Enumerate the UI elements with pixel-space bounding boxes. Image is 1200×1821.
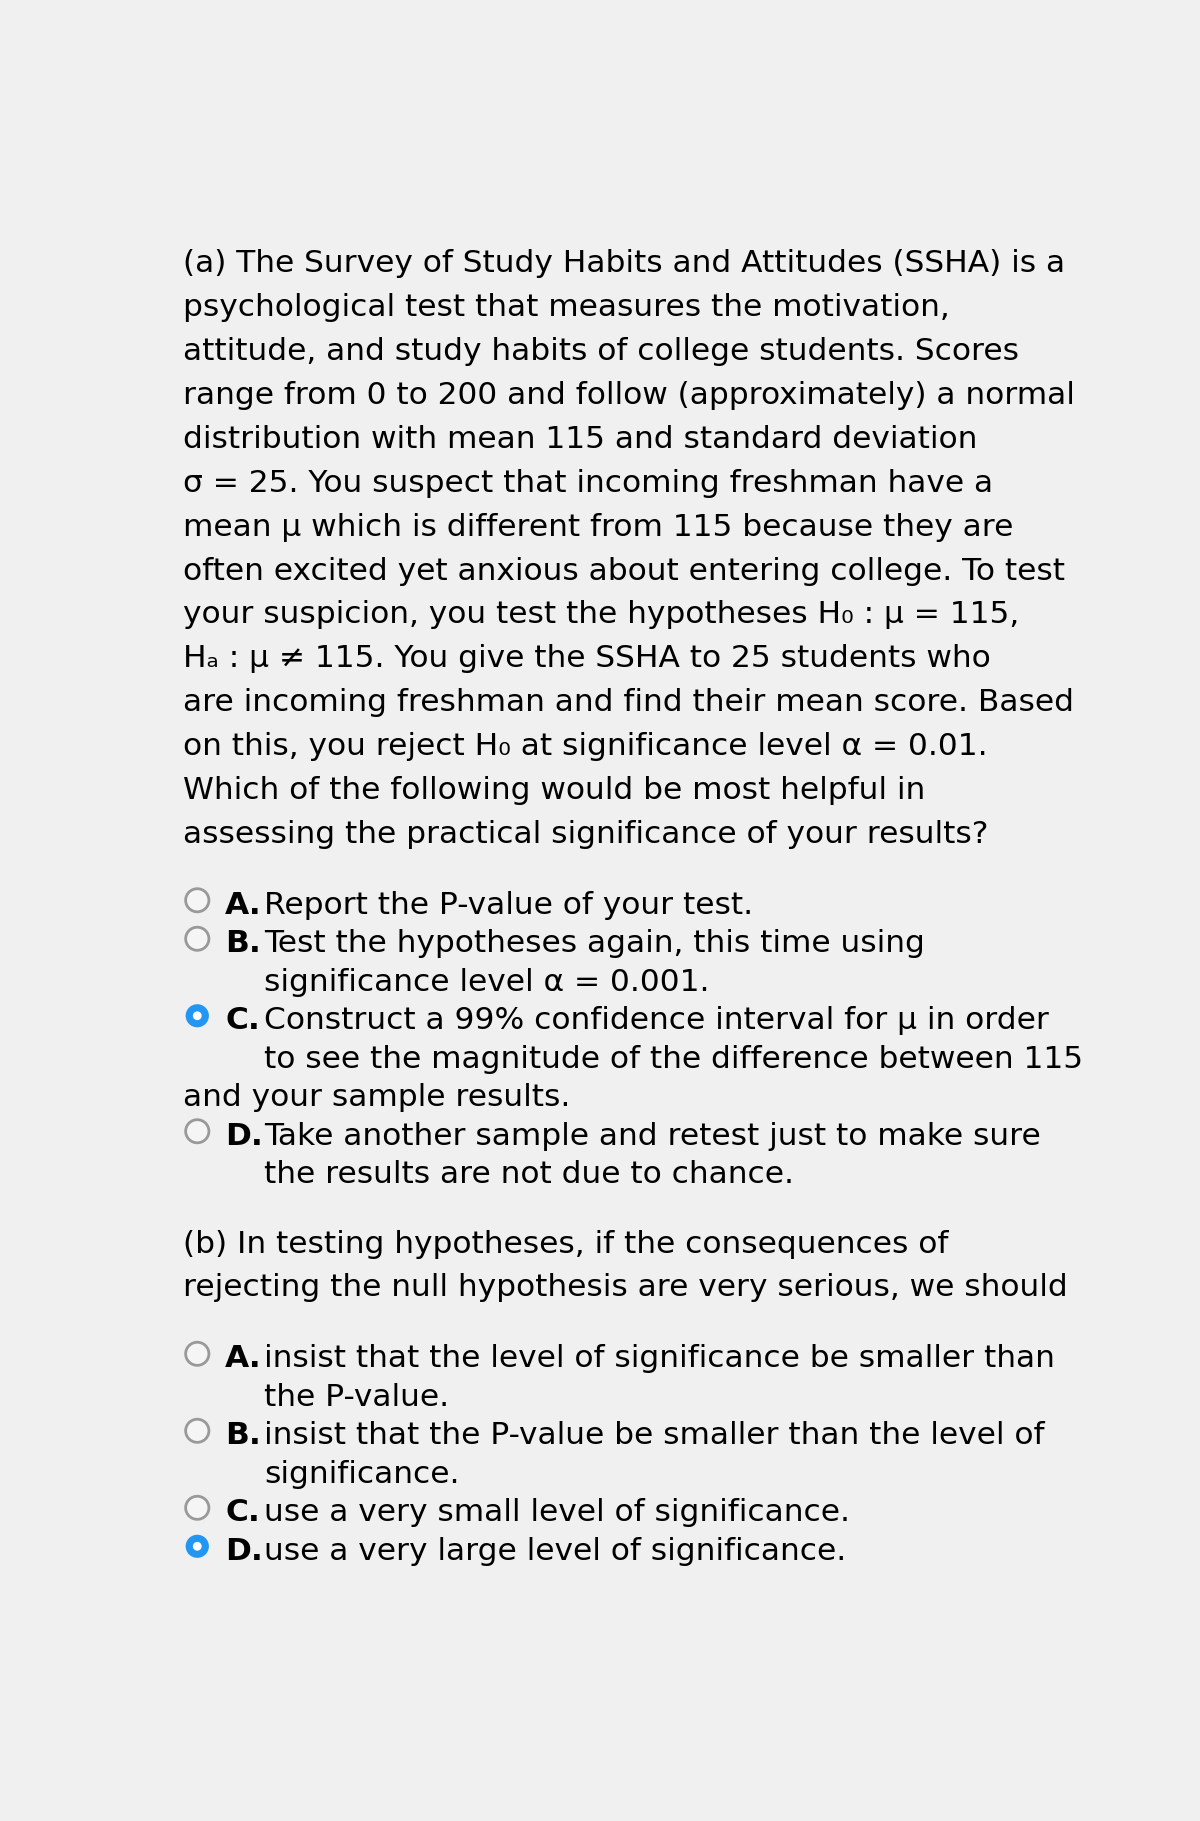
Text: and your sample results.: and your sample results. [182,1083,570,1113]
Text: distribution with mean 115 and standard deviation: distribution with mean 115 and standard … [182,424,977,453]
Text: range from 0 to 200 and follow (approximately) a normal: range from 0 to 200 and follow (approxim… [182,381,1074,410]
Text: rejecting the null hypothesis are very serious, we should: rejecting the null hypothesis are very s… [182,1273,1067,1302]
Circle shape [193,1542,202,1551]
Text: insist that the P-value be smaller than the level of: insist that the P-value be smaller than … [264,1420,1044,1450]
Circle shape [186,1120,209,1144]
Text: significance.: significance. [264,1460,460,1490]
Circle shape [186,1535,209,1557]
Text: psychological test that measures the motivation,: psychological test that measures the mot… [182,293,949,322]
Circle shape [186,1342,209,1366]
Text: Report the P-value of your test.: Report the P-value of your test. [264,890,754,920]
Text: A.: A. [226,1344,262,1373]
Text: use a very small level of significance.: use a very small level of significance. [264,1499,850,1528]
Text: σ = 25. You suspect that incoming freshman have a: σ = 25. You suspect that incoming freshm… [182,468,992,497]
Circle shape [186,1003,209,1027]
Circle shape [186,927,209,951]
Text: B.: B. [226,1420,262,1450]
Circle shape [193,1011,202,1020]
Text: the results are not due to chance.: the results are not due to chance. [264,1160,794,1189]
Text: D.: D. [226,1537,263,1566]
Text: (b) In testing hypotheses, if the consequences of: (b) In testing hypotheses, if the conseq… [182,1229,948,1258]
Text: often excited yet anxious about entering college. To test: often excited yet anxious about entering… [182,557,1064,586]
Text: attitude, and study habits of college students. Scores: attitude, and study habits of college st… [182,337,1019,366]
Text: Hₐ : μ ≠ 115. You give the SSHA to 25 students who: Hₐ : μ ≠ 115. You give the SSHA to 25 st… [182,645,990,674]
Text: Construct a 99% confidence interval for μ in order: Construct a 99% confidence interval for … [264,1007,1049,1034]
Circle shape [186,1419,209,1442]
Text: Test the hypotheses again, this time using: Test the hypotheses again, this time usi… [264,929,925,958]
Text: (a) The Survey of Study Habits and Attitudes (SSHA) is a: (a) The Survey of Study Habits and Attit… [182,249,1064,279]
Text: assessing the practical significance of your results?: assessing the practical significance of … [182,819,988,849]
Text: Which of the following would be most helpful in: Which of the following would be most hel… [182,776,925,805]
Text: insist that the level of significance be smaller than: insist that the level of significance be… [264,1344,1055,1373]
Text: the P-value.: the P-value. [264,1382,449,1411]
Text: use a very large level of significance.: use a very large level of significance. [264,1537,846,1566]
Text: to see the magnitude of the difference between 115: to see the magnitude of the difference b… [264,1045,1084,1074]
Text: Take another sample and retest just to make sure: Take another sample and retest just to m… [264,1122,1040,1151]
Circle shape [186,889,209,912]
Text: are incoming freshman and find their mean score. Based: are incoming freshman and find their mea… [182,688,1074,717]
Text: D.: D. [226,1122,263,1151]
Text: significance level α = 0.001.: significance level α = 0.001. [264,967,709,996]
Text: your suspicion, you test the hypotheses H₀ : μ = 115,: your suspicion, you test the hypotheses … [182,601,1019,630]
Text: mean μ which is different from 115 because they are: mean μ which is different from 115 becau… [182,514,1013,541]
Circle shape [186,1497,209,1519]
Text: on this, you reject H₀ at significance level α = 0.01.: on this, you reject H₀ at significance l… [182,732,988,761]
Text: A.: A. [226,890,262,920]
Text: C.: C. [226,1007,260,1034]
Text: B.: B. [226,929,262,958]
Text: C.: C. [226,1499,260,1528]
